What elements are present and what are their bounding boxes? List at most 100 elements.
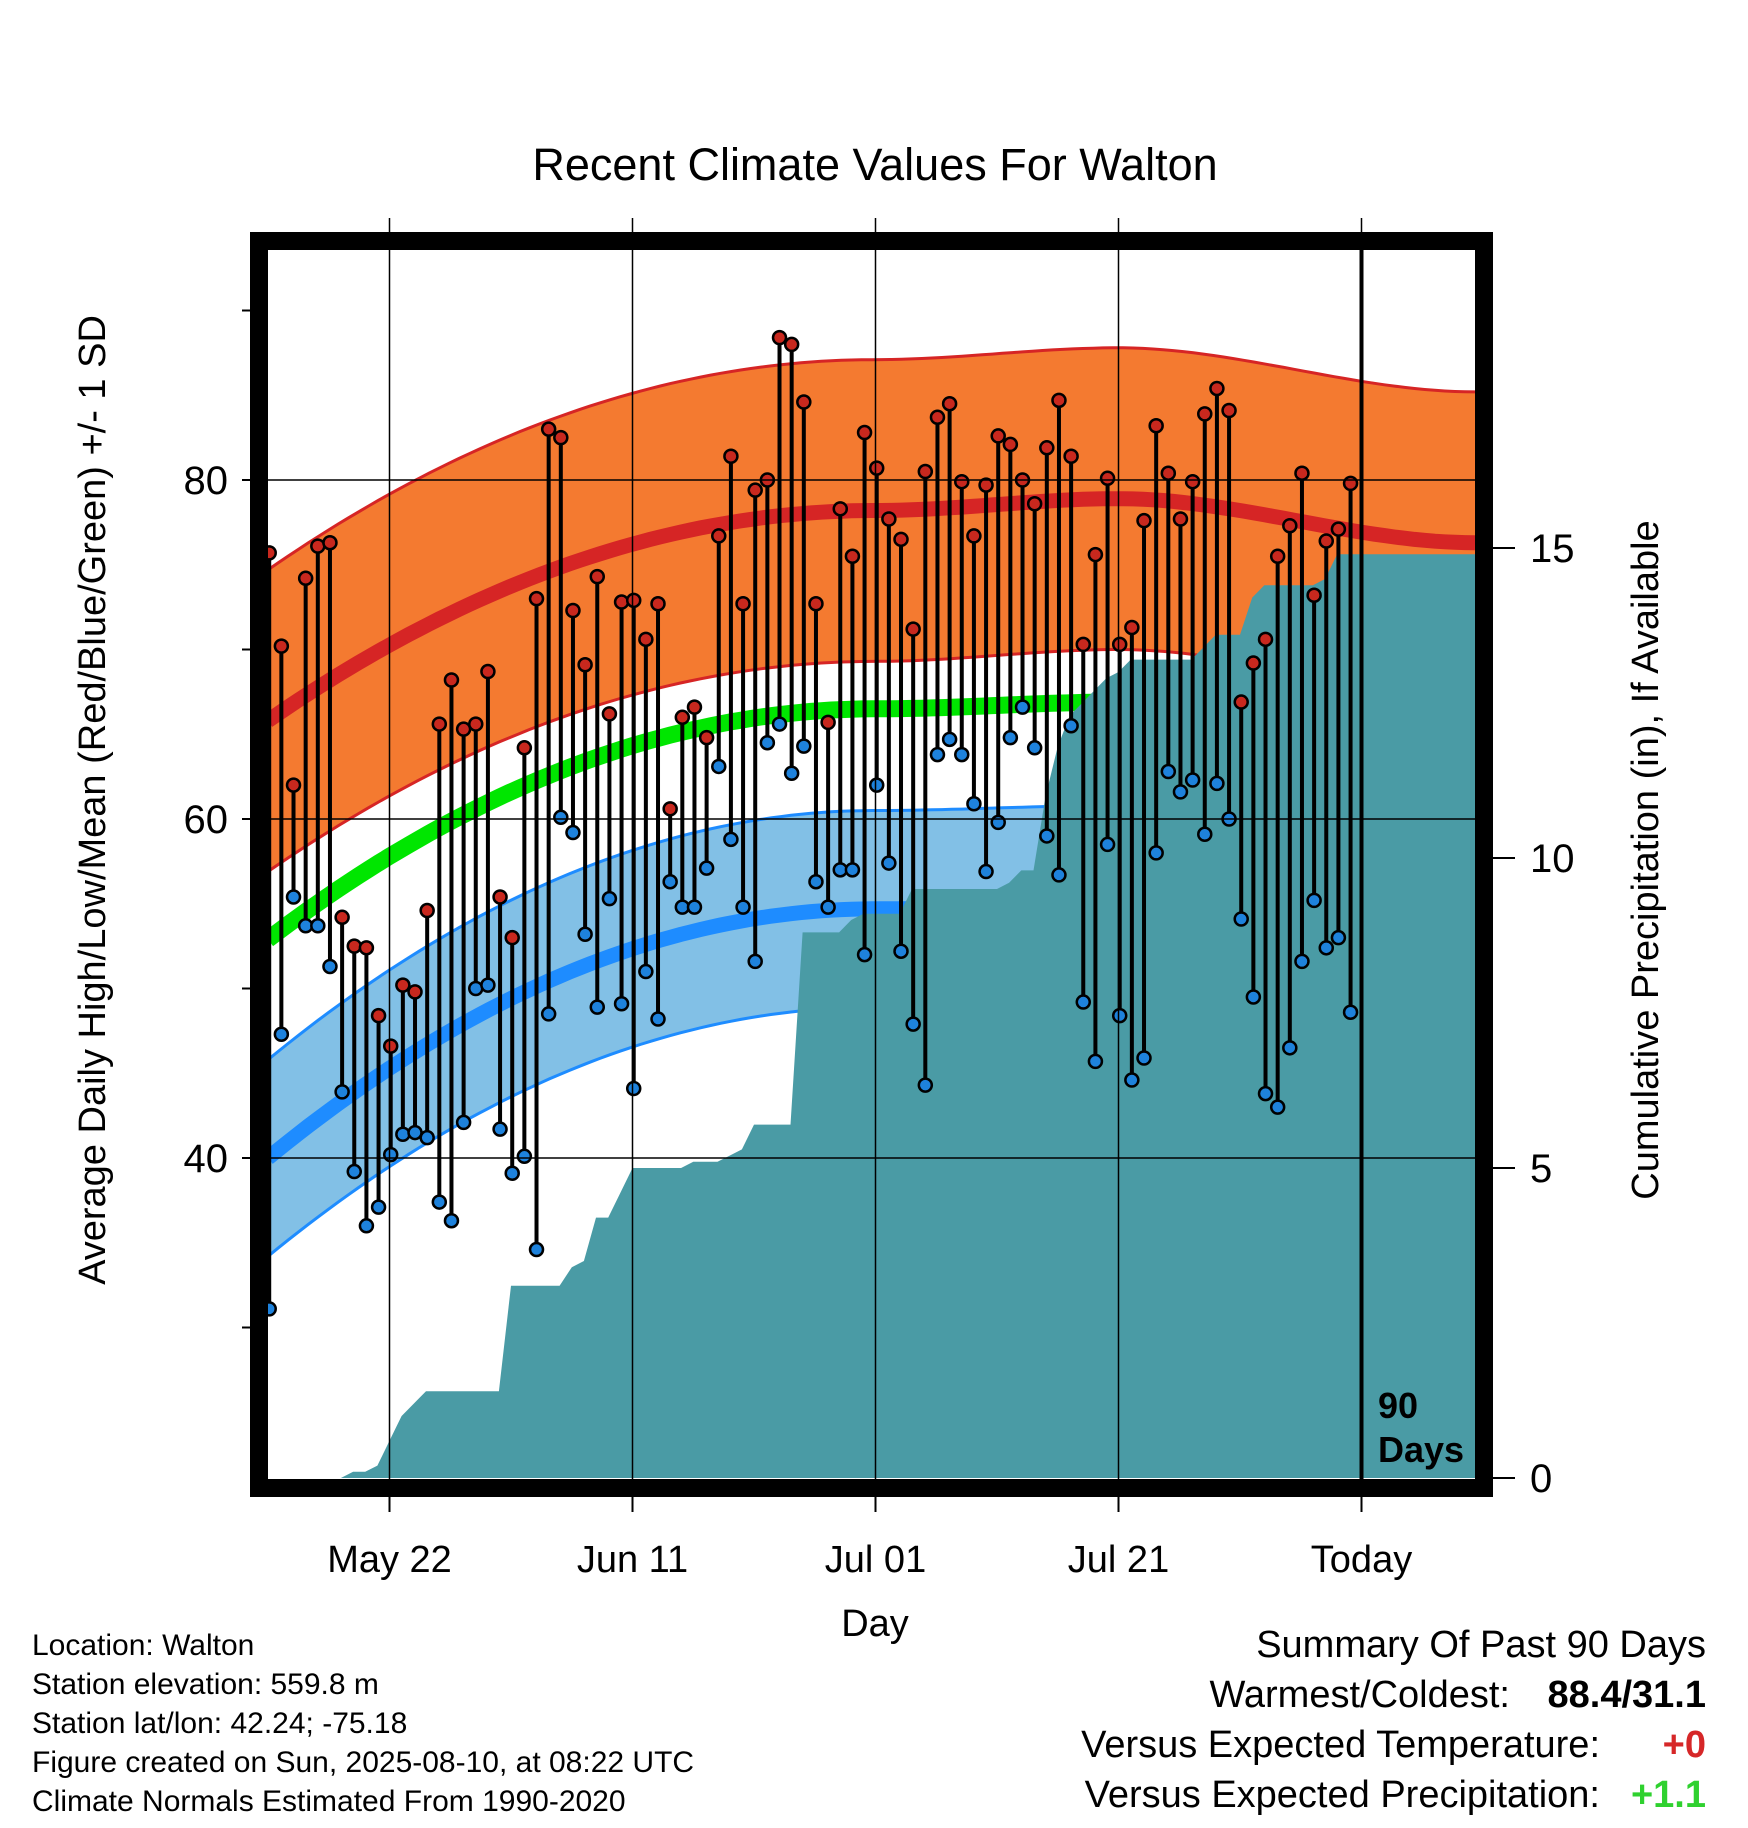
daily-low-point <box>334 1084 350 1100</box>
daily-low-point <box>395 1126 411 1143</box>
daily-low-point <box>322 958 338 975</box>
daily-low-point <box>1233 911 1249 927</box>
daily-low-point <box>856 946 873 963</box>
daily-high-point <box>1063 448 1079 465</box>
x-axis-label: Day <box>841 1603 909 1645</box>
daily-high-point <box>674 709 691 726</box>
daily-high-point <box>1148 418 1164 434</box>
daily-high-point <box>395 977 411 993</box>
daily-high-point <box>407 984 423 1000</box>
y2-tick-label: 5 <box>1530 1147 1552 1191</box>
y-tick-label: 60 <box>184 798 229 842</box>
temp-value: +0 <box>1662 1724 1706 1766</box>
normal-high-line <box>268 491 1475 727</box>
daily-high-point <box>1075 636 1092 653</box>
daily-low-point <box>1318 940 1335 956</box>
daily-low-point <box>1306 892 1322 909</box>
daily-low-point <box>285 889 302 905</box>
location-text: Location: Walton <box>32 1629 255 1662</box>
daily-low-point <box>346 1163 363 1180</box>
daily-low-point <box>820 899 836 915</box>
daily-high-point <box>820 714 836 731</box>
daily-high-point <box>662 801 678 817</box>
daily-high-point <box>1039 440 1055 456</box>
daily-low-point <box>1026 740 1043 756</box>
daily-high-point <box>917 463 934 480</box>
daily-high-point <box>808 595 824 612</box>
y2-tick-label: 0 <box>1530 1457 1552 1501</box>
daily-high-point <box>322 534 338 551</box>
precip-row: Versus Expected Precipitation: +1.1 <box>1081 1770 1706 1820</box>
daily-high-point <box>868 460 885 476</box>
daily-high-point <box>1233 694 1249 710</box>
daily-low-point <box>966 795 982 812</box>
daily-high-point <box>334 909 350 926</box>
daily-high-point <box>1002 436 1019 453</box>
precip-label: Versus Expected Precipitation: <box>1084 1774 1600 1816</box>
daily-high-point <box>747 482 763 498</box>
daily-low-point <box>1342 1004 1359 1020</box>
daily-high-point <box>796 394 812 410</box>
daily-low-point <box>881 855 897 871</box>
daily-high-point <box>1197 406 1213 422</box>
daily-high-point <box>285 777 302 793</box>
daily-low-point <box>1124 1072 1140 1088</box>
x-tick-label: Jul 01 <box>825 1539 926 1581</box>
daily-high-point <box>1330 521 1347 537</box>
daily-low-point <box>747 953 763 970</box>
daily-low-point <box>905 1016 921 1032</box>
daily-low-point <box>1136 1050 1152 1066</box>
daily-low-point <box>1075 994 1092 1010</box>
daily-low-point <box>1257 1085 1274 1102</box>
station-info: Location: Walton Station elevation: 559.… <box>32 1626 694 1821</box>
daily-low-point <box>868 777 885 793</box>
daily-high-point <box>346 938 363 954</box>
daily-low-point <box>528 1241 545 1258</box>
daily-high-point <box>528 590 545 607</box>
daily-high-point <box>273 638 290 654</box>
daily-high-point <box>844 548 861 565</box>
x-tick-label: Jul 21 <box>1068 1539 1169 1581</box>
daily-high-point <box>1111 636 1128 653</box>
daily-high-point <box>613 594 630 610</box>
daily-high-point <box>1209 380 1225 397</box>
daily-low-point <box>759 734 776 751</box>
daily-low-point <box>893 943 909 959</box>
y-tick-label: 80 <box>184 459 229 503</box>
daily-low-point <box>1160 763 1177 780</box>
high-band-upper-edge <box>268 346 1475 572</box>
y2-tick-label: 15 <box>1530 527 1575 571</box>
daily-high-point <box>783 336 800 353</box>
daily-high-point <box>1294 465 1310 481</box>
daily-high-point <box>893 531 909 548</box>
daily-high-point <box>540 421 557 437</box>
daily-low-point <box>601 890 618 907</box>
daily-high-point <box>905 621 921 637</box>
normals-text: Climate Normals Estimated From 1990-2020 <box>32 1785 626 1818</box>
daily-low-point <box>735 899 751 915</box>
daily-low-point <box>1330 929 1347 946</box>
daily-high-point <box>881 511 897 527</box>
daily-low-point <box>1063 718 1079 734</box>
summary-panel: Summary Of Past 90 Days Warmest/Coldest:… <box>1081 1620 1706 1820</box>
daily-low-point <box>1269 1099 1286 1115</box>
daily-low-point <box>419 1129 435 1146</box>
daily-low-point <box>268 1301 277 1317</box>
daily-high-point <box>735 595 751 612</box>
daily-low-point <box>698 860 715 876</box>
daily-low-point <box>625 1080 642 1097</box>
daily-high-point <box>650 595 666 612</box>
daily-high-point <box>1172 511 1189 527</box>
daily-high-point <box>978 477 994 493</box>
days-label-line1: 90 <box>1378 1385 1418 1426</box>
daily-high-point <box>1136 512 1152 529</box>
daily-low-point <box>917 1077 934 1093</box>
daily-low-point <box>1099 836 1116 853</box>
daily-high-point <box>1087 546 1104 563</box>
daily-low-point <box>723 831 739 848</box>
daily-series <box>268 329 1359 1317</box>
daily-low-point <box>1051 867 1067 883</box>
daily-high-point <box>771 329 788 346</box>
daily-low-point <box>1111 1007 1128 1024</box>
daily-low-point <box>929 746 946 763</box>
